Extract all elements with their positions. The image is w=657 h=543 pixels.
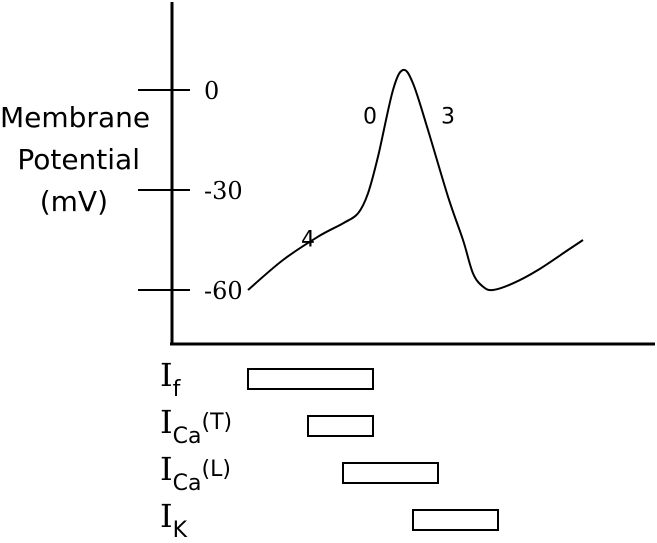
current-label: If <box>160 356 180 402</box>
phase-labels: 4 0 3 <box>301 104 455 252</box>
current-label-suffix: (T) <box>201 410 233 435</box>
current-label-base: I <box>160 497 173 535</box>
y-tick-label: -60 <box>204 277 243 305</box>
current-bars <box>247 368 499 531</box>
current-label-sub: Ca <box>172 471 202 496</box>
current-bar-0 <box>247 368 374 390</box>
phase-label-3: 3 <box>441 104 455 129</box>
current-label-sub: f <box>172 377 181 402</box>
current-label-base: I <box>160 403 173 441</box>
y-tick-label: 0 <box>204 77 219 105</box>
current-bar-2 <box>342 462 439 484</box>
y-axis-label-line-1: Membrane <box>0 101 151 134</box>
current-label: ICa(L) <box>160 450 231 496</box>
current-label: ICa(T) <box>160 403 233 449</box>
current-label-sub: K <box>172 518 188 543</box>
y-axis-label-line-3: (mV) <box>39 185 108 218</box>
membrane-potential-line <box>247 68 584 292</box>
current-bar-1 <box>307 415 374 437</box>
y-tick-label: -30 <box>204 177 243 205</box>
y-axis-label-line-2: Potential <box>17 143 140 176</box>
phase-label-0: 0 <box>363 104 377 129</box>
current-label-sub: Ca <box>172 424 202 449</box>
current-label-base: I <box>160 356 173 394</box>
current-label: IK <box>160 497 187 543</box>
current-label-suffix: (L) <box>201 457 231 482</box>
phase-label-4: 4 <box>301 228 315 253</box>
y-ticks: 0 -30 -60 <box>138 77 243 305</box>
current-bar-3 <box>412 509 499 531</box>
current-label-base: I <box>160 450 173 488</box>
